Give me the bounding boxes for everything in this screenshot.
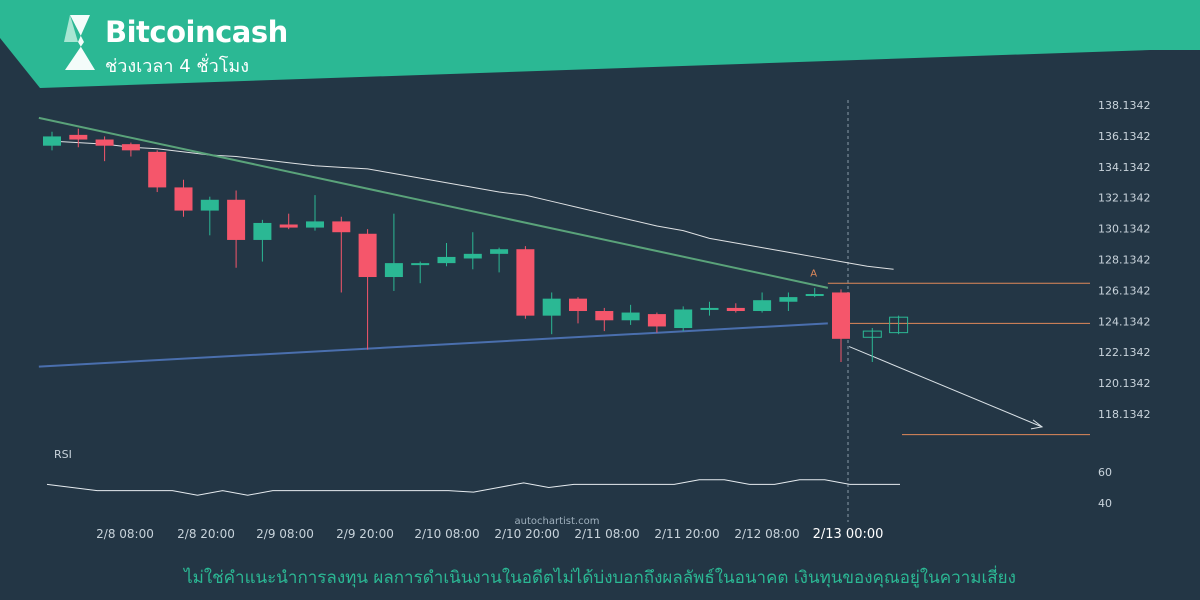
candle-body bbox=[490, 249, 509, 254]
y-tick-label: 136.1342 bbox=[1098, 130, 1151, 143]
candle-body bbox=[411, 263, 430, 266]
candle-body bbox=[779, 297, 798, 302]
candle-body bbox=[200, 199, 219, 211]
candle-body bbox=[279, 224, 298, 228]
candle-body bbox=[253, 222, 272, 240]
y-tick-label: 118.1342 bbox=[1098, 408, 1151, 421]
projected-candle bbox=[862, 330, 882, 338]
candle-body bbox=[621, 312, 640, 321]
moving-average-line bbox=[51, 140, 894, 270]
y-tick-label: 122.1342 bbox=[1098, 346, 1151, 359]
projected-candle bbox=[889, 316, 909, 334]
logo-icon bbox=[65, 15, 95, 70]
x-tick-label: 2/12 08:00 bbox=[734, 527, 799, 541]
x-tick-label: 2/10 08:00 bbox=[414, 527, 479, 541]
candle-body bbox=[542, 298, 561, 316]
price-chart: 138.1342 136.1342 134.1342 132.1342 130.1342… bbox=[38, 99, 1151, 542]
candle-body bbox=[358, 233, 377, 278]
x-tick-label: 2/9 20:00 bbox=[336, 527, 394, 541]
candle-body bbox=[43, 136, 61, 146]
candle-body bbox=[805, 294, 824, 297]
projection-arrow bbox=[848, 346, 1043, 428]
y-tick-label: 132.1342 bbox=[1098, 192, 1151, 205]
header-banner bbox=[0, 0, 1200, 88]
candle-body bbox=[647, 314, 666, 327]
y-tick-label: 128.1342 bbox=[1098, 254, 1151, 267]
candle-body bbox=[463, 253, 482, 259]
x-tick-label: 2/8 20:00 bbox=[177, 527, 235, 541]
candle-body bbox=[516, 249, 535, 316]
x-tick-label: 2/13 00:00 bbox=[813, 527, 884, 542]
candle-body bbox=[700, 307, 719, 310]
x-tick-label: 2/10 20:00 bbox=[494, 527, 559, 541]
x-tick-label: 2/8 08:00 bbox=[96, 527, 154, 541]
candle-body bbox=[332, 221, 351, 233]
y-tick-label: 134.1342 bbox=[1098, 161, 1151, 174]
rsi-tick-label: 40 bbox=[1098, 497, 1112, 510]
resistance-trendline bbox=[38, 116, 829, 289]
candle-body bbox=[569, 298, 587, 312]
candle-body bbox=[726, 307, 745, 312]
candle-body bbox=[174, 187, 193, 211]
x-tick-label: 2/9 08:00 bbox=[256, 527, 314, 541]
candle-body bbox=[95, 139, 114, 146]
candle-body bbox=[227, 199, 246, 240]
x-tick-label: 2/11 08:00 bbox=[574, 527, 639, 541]
candle-body bbox=[832, 292, 850, 339]
candle-body bbox=[595, 311, 614, 321]
candle-body bbox=[69, 134, 88, 140]
symbol-title: Bitcoincash bbox=[105, 15, 288, 49]
rsi-title: RSI bbox=[54, 448, 72, 461]
rsi-tick-label: 60 bbox=[1098, 466, 1112, 479]
y-tick-label: 138.1342 bbox=[1098, 99, 1151, 112]
y-tick-label: 130.1342 bbox=[1098, 223, 1151, 236]
support-trendline bbox=[38, 322, 828, 368]
rsi-line bbox=[46, 479, 900, 496]
candle-body bbox=[121, 144, 140, 151]
y-tick-label: 124.1342 bbox=[1098, 315, 1151, 328]
candle-body bbox=[437, 256, 456, 264]
y-tick-label: 120.1342 bbox=[1098, 377, 1151, 390]
watermark: autochartist.com bbox=[515, 516, 600, 527]
y-tick-label: 126.1342 bbox=[1098, 284, 1151, 297]
projection-arrow-head bbox=[1030, 419, 1044, 430]
pattern-marker-label: A bbox=[810, 269, 817, 280]
candle-body bbox=[753, 300, 772, 312]
candle-body bbox=[384, 263, 403, 278]
risk-disclaimer: ไม่ใช่คำแนะนำการลงทุน ผลการดำเนินงานในอด… bbox=[184, 568, 1016, 588]
candle-body bbox=[674, 309, 693, 329]
x-tick-label: 2/11 20:00 bbox=[654, 527, 719, 541]
timeframe-label: ช่วงเวลา 4 ชั่วโมง bbox=[105, 56, 250, 77]
candle-body bbox=[148, 151, 167, 188]
candle-body bbox=[306, 221, 324, 228]
